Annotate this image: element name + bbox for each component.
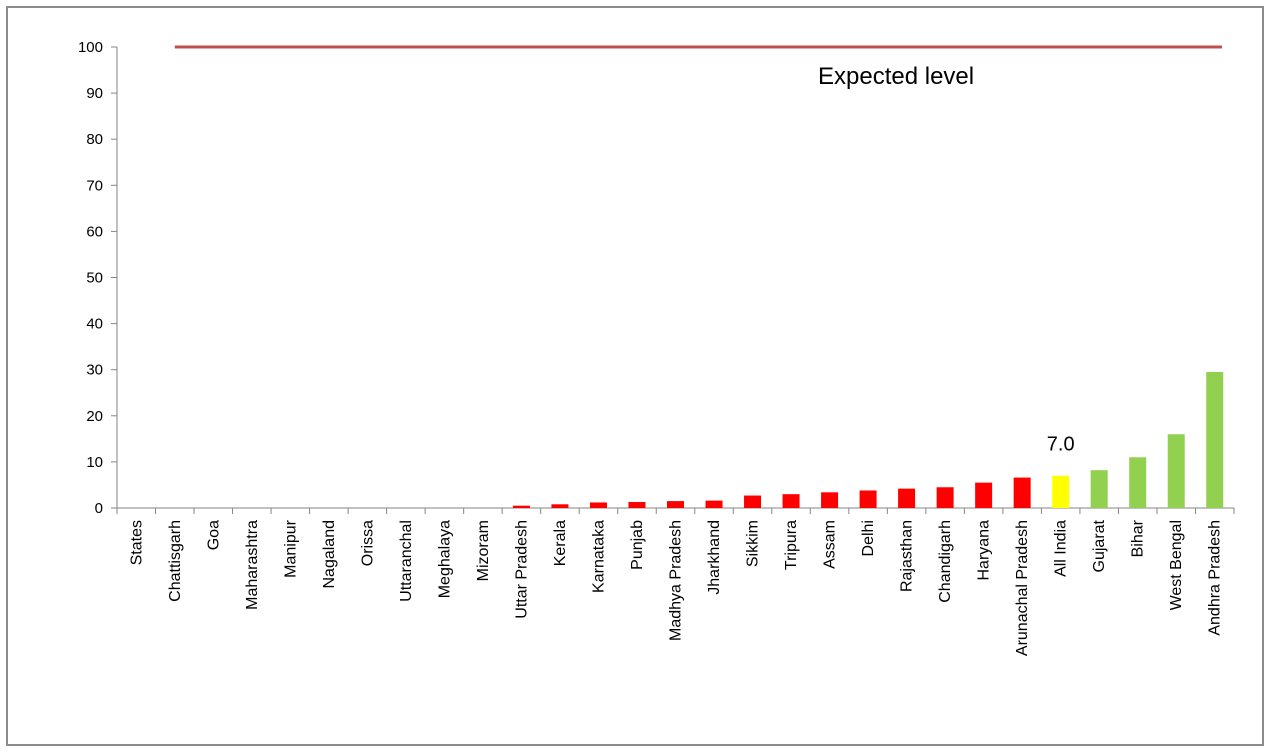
bars — [512, 372, 1224, 508]
bar — [628, 502, 646, 508]
x-category-label: Delhi — [860, 520, 877, 556]
expected-level-line-group: Expected level — [174, 45, 1222, 90]
bar — [705, 500, 723, 508]
x-category-label: Nagaland — [321, 520, 338, 589]
y-tick-label: 30 — [86, 362, 103, 379]
x-category-label: Karnataka — [590, 520, 607, 593]
x-category-label: Uttar Pradesh — [513, 520, 530, 619]
bar — [667, 501, 684, 508]
y-tick-label: 10 — [86, 454, 103, 471]
bar — [589, 502, 607, 508]
x-category-label: Haryana — [976, 520, 993, 581]
x-category-label: Andhra Pradesh — [1207, 520, 1224, 636]
bar — [782, 494, 800, 508]
y-tick-label: 80 — [86, 131, 103, 148]
x-category-label: Gujarat — [1091, 519, 1108, 572]
x-category-label: Bihar — [1130, 519, 1147, 557]
x-category-label: Arunachal Pradesh — [1014, 520, 1031, 656]
bar-chart: Expected level 0 10 20 30 40 50 60 70 80 90 100 St… — [78, 39, 1235, 656]
bar — [936, 487, 954, 508]
x-category-label: West Bengal — [1168, 520, 1185, 610]
x-category-labels: States Chattisgarh Goa Maharashtra Manipur Na… — [128, 519, 1223, 656]
data-labels: 7.0 — [1047, 434, 1075, 456]
x-category-label: Sikkim — [745, 520, 762, 567]
bar — [821, 492, 839, 508]
x-category-label: Assam — [822, 520, 839, 569]
x-category-label: Mizoram — [475, 520, 492, 581]
x-category-label: Kerala — [552, 520, 569, 566]
x-category-label: Uttaranchal — [398, 520, 415, 602]
y-tick-label: 60 — [86, 223, 103, 240]
x-category-label: Maharashtra — [244, 520, 261, 610]
x-category-label: Madhya Pradesh — [668, 520, 685, 641]
y-tick-label: 70 — [86, 177, 103, 194]
x-category-label: Jharkhand — [706, 520, 723, 595]
y-tick-label: 0 — [95, 500, 103, 517]
x-category-label: Punjab — [629, 520, 646, 570]
bar — [898, 488, 916, 508]
x-category-label: Goa — [205, 520, 222, 550]
y-tick-label: 20 — [86, 408, 103, 425]
x-category-label: Chandigarh — [937, 520, 954, 603]
bar — [1167, 434, 1185, 508]
data-label-all-india: 7.0 — [1047, 434, 1075, 456]
y-tick-label: 100 — [78, 39, 103, 56]
x-category-label: Chattisgarh — [167, 520, 184, 602]
x-category-label: States — [128, 520, 145, 565]
bar — [1052, 475, 1070, 508]
x-category-label: Rajasthan — [899, 520, 916, 592]
x-category-label: All India — [1053, 520, 1070, 577]
chart-frame: Expected level 0 10 20 30 40 50 60 70 80 90 100 St… — [6, 6, 1264, 746]
x-category-label: Orissa — [359, 520, 376, 566]
bar — [859, 490, 877, 508]
y-tick-label: 40 — [86, 316, 103, 333]
bar — [975, 482, 993, 508]
y-tick-label: 50 — [86, 270, 103, 287]
bar — [1206, 372, 1224, 508]
x-category-label: Tripura — [783, 520, 800, 570]
expected-level-label: Expected level — [818, 63, 974, 90]
y-tick-label: 90 — [86, 85, 103, 102]
bar — [1013, 477, 1031, 508]
bar — [1129, 457, 1147, 508]
x-category-label: Manipur — [282, 519, 299, 577]
bar — [744, 495, 762, 508]
bar — [551, 504, 569, 508]
y-tick-labels: 0 10 20 30 40 50 60 70 80 90 100 — [78, 39, 103, 517]
bar — [1090, 470, 1108, 508]
bar — [512, 505, 530, 508]
x-category-label: Meghalaya — [436, 520, 453, 598]
axes — [111, 46, 1235, 514]
